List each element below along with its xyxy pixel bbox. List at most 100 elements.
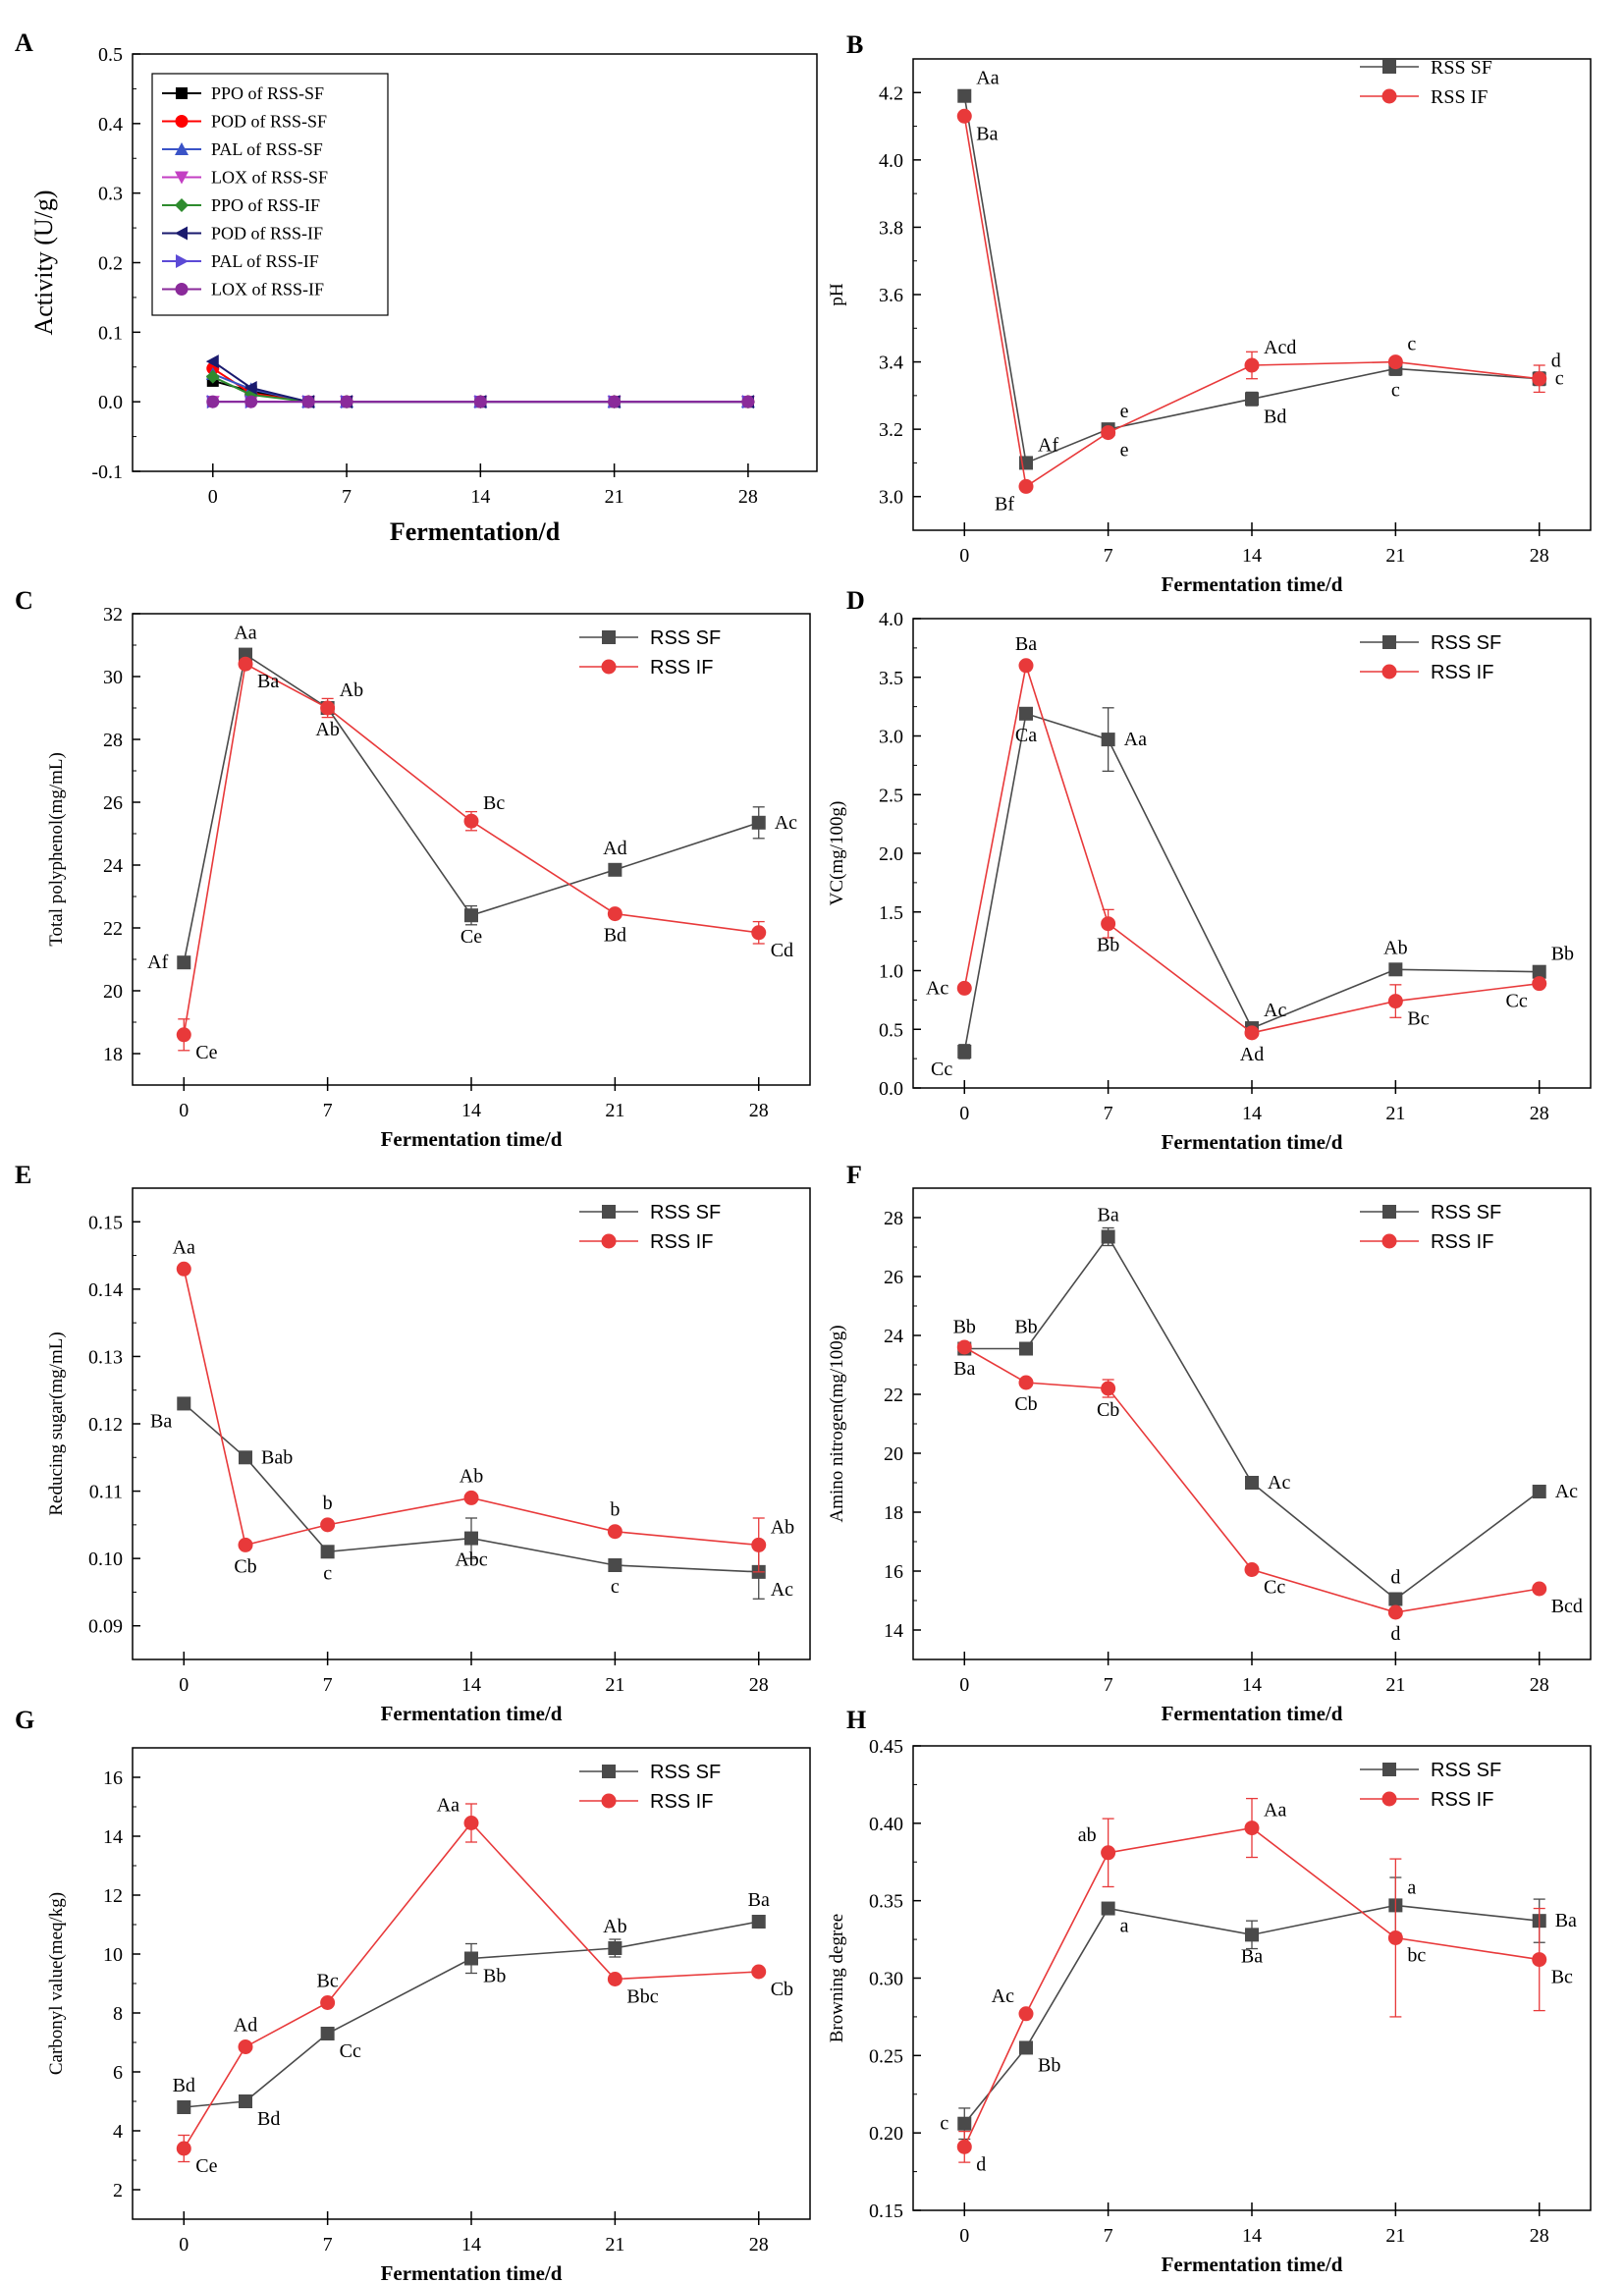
data-point — [608, 1558, 623, 1572]
data-point — [1532, 371, 1547, 387]
data-point — [957, 1044, 972, 1059]
legend: RSS SF RSS IF — [1360, 632, 1501, 683]
series-lox-of-rss-if — [206, 395, 755, 408]
data-point — [1244, 1562, 1260, 1577]
data-label: Bb — [1097, 935, 1119, 956]
legend-entry: RSS SF — [1431, 632, 1501, 654]
data-label: Ac — [1264, 1000, 1286, 1021]
x-tick-label: 28 — [1530, 1103, 1549, 1124]
legend-entry: LOX of RSS-SF — [211, 168, 328, 188]
y-axis-label: Carbonyl value(meq/kg) — [46, 1892, 67, 2075]
legend-entry: PAL of RSS-SF — [211, 139, 323, 159]
data-label: Ba — [1098, 1205, 1119, 1226]
panel-label: H — [846, 1706, 866, 1734]
data-label: Bb — [1038, 2054, 1060, 2076]
legend: PPO of RSS-SF POD of RSS-SF PAL of RSS-SF L… — [151, 73, 389, 316]
x-tick-label: 7 — [323, 1100, 333, 1121]
x-tick-label: 7 — [323, 2234, 333, 2256]
data-label: Bb — [1551, 944, 1574, 965]
data-point — [177, 2100, 191, 2114]
legend-entry: RSS IF — [650, 1231, 713, 1253]
y-tick-label: 0.25 — [869, 2045, 903, 2067]
series-line — [963, 665, 1540, 1034]
y-tick-label: 10 — [103, 1944, 123, 1966]
data-point — [1018, 478, 1034, 494]
series-line — [183, 1402, 759, 1573]
y-tick-label: 0.12 — [88, 1414, 123, 1436]
data-point — [1387, 1604, 1403, 1620]
y-tick-label: 24 — [103, 855, 123, 877]
legend: RSS SF RSS IF — [1360, 1760, 1501, 1811]
data-point — [751, 1537, 767, 1552]
legend-entry: RSS SF — [650, 1202, 721, 1223]
data-point — [1018, 2006, 1034, 2022]
x-tick-label: 14 — [1242, 1674, 1262, 1696]
data-label: Ba — [953, 1358, 975, 1380]
panel-label: G — [15, 1706, 34, 1734]
legend-entry: RSS IF — [1431, 1789, 1493, 1811]
data-point — [751, 1964, 767, 1980]
data-label: e — [1120, 440, 1129, 462]
y-tick-label: 8 — [113, 2003, 123, 2025]
series-line — [963, 712, 1540, 1053]
y-tick-label: 12 — [103, 1885, 123, 1907]
series-line — [183, 662, 759, 1035]
series-line — [183, 1821, 759, 2149]
x-tick-label: 0 — [208, 486, 218, 508]
data-label: Ab — [460, 1465, 483, 1487]
series-rss-if: d Ac ab Aa bc Bc — [956, 1797, 1573, 2175]
plot-frame — [132, 1187, 811, 1660]
data-label: Ab — [771, 1516, 794, 1538]
data-point — [244, 395, 258, 408]
legend-marker — [1381, 88, 1397, 104]
data-label: Ac — [992, 1985, 1014, 2007]
data-point — [607, 906, 623, 922]
data-label: c — [1407, 334, 1416, 355]
legend-marker — [601, 659, 617, 675]
data-point — [464, 1951, 478, 1966]
y-tick-label: 26 — [103, 792, 123, 814]
data-point — [244, 381, 257, 395]
chart-c: C 18 20 22 24 26 28 30 32 0 7 14 21 28 Fermentation ti… — [15, 586, 811, 1151]
chart-g: G 2 4 6 8 10 12 14 16 0 7 14 21 28 Fermentation time/d… — [15, 1706, 811, 2283]
data-point — [1101, 1845, 1116, 1861]
data-point — [239, 2094, 252, 2108]
legend-marker — [175, 171, 189, 185]
data-label: Cb — [1097, 1399, 1119, 1421]
data-point — [340, 395, 353, 408]
data-label: Aa — [437, 1795, 460, 1817]
data-point — [238, 2039, 253, 2054]
x-axis-label: Fermentation/d — [390, 517, 561, 546]
x-tick-label: 14 — [470, 486, 490, 508]
data-label: Cc — [1264, 1577, 1285, 1599]
x-tick-label: 0 — [959, 1674, 969, 1696]
data-point — [176, 1027, 191, 1043]
legend: RSS SF RSS IF — [579, 1202, 721, 1253]
x-tick-label: 0 — [179, 1674, 189, 1696]
data-label: a — [1407, 1876, 1416, 1898]
chart-h: H 0.15 0.20 0.25 0.30 0.35 0.40 0.45 0 7 14 21 28 Fer… — [827, 1706, 1592, 2276]
x-tick-label: 0 — [959, 545, 969, 567]
data-label: Ac — [1555, 1481, 1578, 1502]
y-tick-label: 22 — [103, 918, 123, 940]
data-label: Cd — [771, 940, 793, 961]
data-label: d — [1551, 351, 1561, 372]
legend-entry: RSS IF — [650, 657, 713, 679]
series-rss-if: Ba Bf e Acd c c — [956, 108, 1564, 515]
legend-entry: LOX of RSS-IF — [211, 280, 324, 299]
series-line — [184, 1921, 759, 2108]
y-tick-label: 3.0 — [879, 487, 903, 509]
data-point — [1532, 1485, 1546, 1498]
legend: RSS SF RSS IF — [1360, 57, 1492, 108]
x-tick-label: 21 — [1385, 1103, 1405, 1124]
x-tick-label: 28 — [749, 1674, 769, 1696]
data-label: Bbc — [626, 1986, 658, 2008]
series-line — [963, 116, 1540, 488]
series-rss-sf: Bb Bb Ba Ac d Ac — [953, 1205, 1578, 1606]
y-tick-label: 0.0 — [98, 392, 123, 413]
x-tick-label: 0 — [179, 1100, 189, 1121]
data-point — [957, 2116, 972, 2131]
data-label: Cc — [931, 1059, 952, 1080]
y-tick-label: 18 — [103, 1044, 123, 1065]
